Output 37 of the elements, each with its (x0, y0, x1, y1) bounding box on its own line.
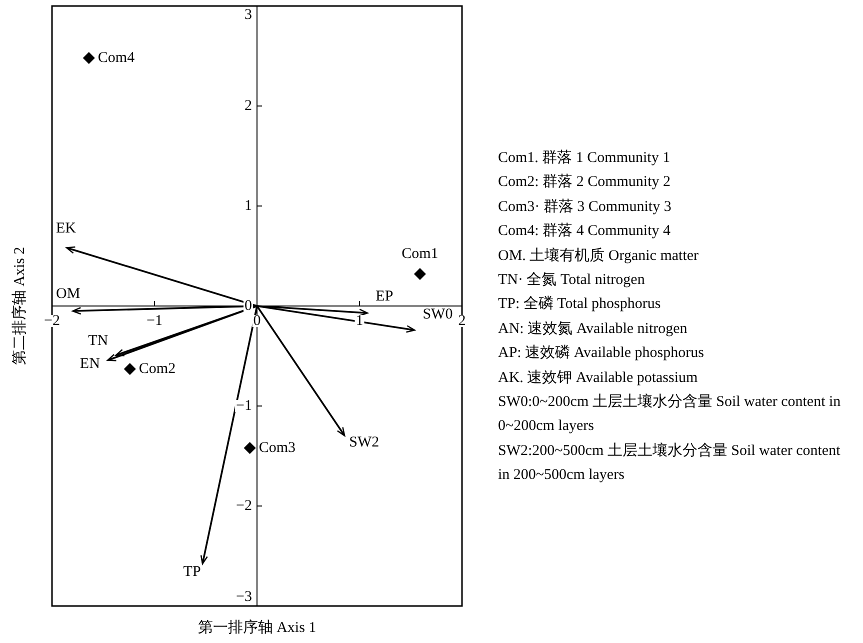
series-label: TP (183, 564, 201, 580)
series-label: TN (88, 332, 108, 349)
x-tick-label: −2 (44, 313, 60, 329)
series-label: SW2 (349, 434, 380, 450)
y-tick-label: −3 (236, 589, 252, 605)
y-tick-label: −1 (236, 398, 252, 414)
y-tick-label: 0 (244, 298, 252, 314)
series-label: SW0 (422, 306, 453, 322)
text: TP: 全磷 Total phosphorus (498, 294, 662, 314)
x-axis-title: 第一排序轴 Axis 1 (198, 619, 316, 636)
x-tick-label: 1 (356, 313, 364, 329)
series-label: Com1 (402, 246, 438, 262)
text: AN: 速效氮 Available nitrogen (498, 320, 688, 339)
text: Com1. 群落 1 Community 1 (498, 148, 672, 168)
x-tick-label: 2 (458, 313, 466, 329)
x-tick-label: −1 (146, 313, 162, 329)
y-tick-label: −2 (236, 498, 252, 514)
series-label: EN (80, 356, 100, 372)
series-label: EK (56, 220, 76, 236)
y-tick-label: 2 (244, 98, 252, 114)
text: OM. 土壤有机质 Organic matter (498, 246, 700, 266)
series-label: Com3 (258, 440, 296, 456)
text: AK. 速效钾 Available potassium (498, 368, 699, 388)
text: Com4: 群落 4 Community 4 (498, 222, 672, 242)
series-label: Com4 (98, 50, 136, 66)
text: Com3· 群落 3 Community 3 (498, 198, 672, 217)
y-axis-title: 第二排序轴 Axis 2 (11, 246, 28, 366)
y-tick-label: 3 (244, 7, 252, 23)
text: Com2: 群落 2 Community 2 (498, 172, 672, 192)
text: AP: 速效磷 Available phosphorus (498, 344, 705, 364)
text: TN· 全氮 Total nitrogen (498, 271, 646, 290)
series-label: OM (56, 286, 80, 302)
y-tick-label: 1 (244, 198, 252, 214)
series-label: EP (376, 288, 394, 305)
text: SW2:200~500cm 土层土壤水分含量 Soil water content in 200~500cm layers (498, 442, 842, 486)
series-label: Com2 (138, 361, 176, 377)
text: SW0:0~200cm 土层土壤水分含量 Soil water content in 0~200cm layers (498, 392, 842, 436)
